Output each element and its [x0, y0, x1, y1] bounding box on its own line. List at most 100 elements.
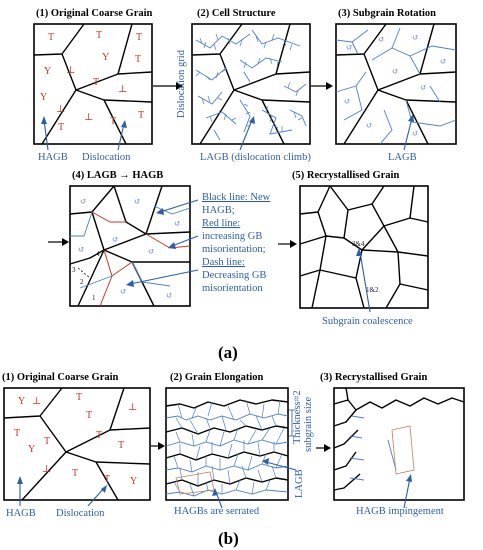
a5-panel: 3&4 1&2 [299, 185, 429, 313]
a4-note-2: HAGB; [202, 205, 235, 216]
svg-text:T: T [48, 32, 54, 43]
svg-text:T: T [96, 30, 102, 41]
a4-panel: ↺ ↺ ↺ ↺ ↺ ↺ ↺ ↺ 4 3 2 1 [69, 185, 199, 307]
svg-text:T: T [138, 110, 144, 121]
svg-text:↺: ↺ [78, 245, 85, 254]
b3-title: (3) Recrystallised Grain [320, 372, 427, 383]
svg-text:T: T [136, 32, 142, 43]
a5-caption: Subgrain coalescence [322, 316, 413, 327]
svg-text:Y: Y [40, 92, 47, 103]
a4-mark-3: 3 [72, 266, 76, 274]
a2-panel [191, 23, 311, 151]
b2-side-label-3: LAGB [294, 469, 305, 498]
svg-text:↺: ↺ [166, 291, 173, 300]
svg-text:↺: ↺ [440, 57, 447, 66]
svg-text:Y: Y [28, 444, 35, 455]
a2-title: (2) Cell Structure [197, 8, 276, 19]
svg-text:↺: ↺ [120, 287, 127, 296]
svg-text:↺: ↺ [366, 121, 373, 130]
svg-text:⊥: ⊥ [32, 396, 41, 407]
b1-title: (1) Original Coarse Grain [2, 372, 119, 383]
a4-note-4: increasing GB [202, 231, 262, 242]
b2-panel [165, 387, 297, 509]
a4-mark-2: 2 [80, 278, 84, 286]
b2-caption: HAGBs are serrated [174, 506, 260, 517]
svg-text:Y: Y [44, 66, 51, 77]
a1-title: (1) Original Coarse Grain [36, 8, 153, 19]
b1-caption-dislocation: Dislocation [56, 508, 105, 519]
a3-title: (3) Subgrain Rotation [338, 8, 436, 19]
svg-text:↺: ↺ [344, 97, 351, 106]
svg-text:↺: ↺ [412, 129, 419, 138]
a4-rotation-marks: ↺ ↺ ↺ ↺ ↺ ↺ ↺ ↺ [78, 197, 181, 300]
a1-caption-hagb: HAGB [38, 152, 68, 163]
svg-text:T: T [76, 392, 82, 403]
svg-text:↺: ↺ [148, 247, 155, 256]
a4-note-1: Black line: New [202, 192, 271, 203]
svg-text:T: T [96, 430, 102, 441]
a3-caption: LAGB [388, 152, 417, 163]
a4-note-7: Decreasing GB [202, 270, 266, 281]
a3-lagb-network [335, 27, 457, 145]
part-b-label: (b) [218, 529, 239, 548]
b2-side-label-2: subgrain size [303, 397, 314, 452]
a4-note-3: Red line: [202, 218, 240, 229]
b2-lagb-cells [165, 399, 289, 497]
b1-caption-hagb: HAGB [6, 508, 36, 519]
a5-mark-12: 1&2 [366, 286, 379, 294]
a5-mark-34: 3&4 [352, 240, 365, 248]
b3-hagb-network [333, 387, 465, 491]
svg-text:T: T [135, 54, 141, 65]
b1-dislocations: Y ⊥ T T ⊥ T T Y T ⊥ T T T Y [14, 392, 137, 487]
svg-text:↺: ↺ [378, 35, 385, 44]
svg-text:⊥: ⊥ [56, 104, 65, 115]
a2-grid-ticks [195, 33, 303, 132]
a1-dislocations: T ⊥ T Y T T Y Y ⊥ T ⊥ T ⊥ T T [40, 30, 144, 133]
svg-text:↺: ↺ [112, 235, 119, 244]
a1-panel: T ⊥ T Y T T Y Y ⊥ T ⊥ T ⊥ T T [33, 23, 153, 151]
svg-text:T: T [118, 440, 124, 451]
svg-text:T: T [93, 77, 99, 88]
b3-panel [333, 387, 465, 509]
svg-text:T: T [72, 468, 78, 479]
a3-panel: ↺ ↺ ↺ ↺ ↺ ↺ ↺ ↺ ↺ [335, 23, 457, 151]
a4-title: (4) LAGB → HAGB [72, 170, 163, 181]
b1-panel: Y ⊥ T T ⊥ T T Y T ⊥ T T T Y [3, 387, 151, 507]
svg-text:T: T [58, 122, 64, 133]
b3-caption: HAGB impingement [356, 506, 444, 517]
a2-dislocation-grid [195, 29, 307, 141]
svg-text:⊥: ⊥ [66, 65, 75, 76]
svg-text:Y: Y [130, 476, 137, 487]
a2-side-label: Dislocation grid [176, 49, 187, 118]
part-a-label: (a) [218, 343, 238, 362]
b2-side-label-1: Thickness≈2 [292, 390, 303, 444]
svg-text:↺: ↺ [392, 67, 399, 76]
svg-text:T: T [110, 116, 116, 127]
a4-note-8: misorientation [202, 283, 263, 294]
svg-text:T: T [104, 474, 110, 485]
svg-text:Y: Y [18, 396, 25, 407]
a4-note-6: Dash line: [202, 257, 245, 268]
svg-text:↺: ↺ [80, 197, 87, 206]
svg-text:T: T [14, 428, 20, 439]
a1-caption-dislocation: Dislocation [82, 152, 131, 163]
svg-text:↺: ↺ [134, 197, 141, 206]
svg-text:Y: Y [102, 52, 109, 63]
svg-text:T: T [86, 410, 92, 421]
svg-text:⊥: ⊥ [42, 464, 51, 475]
a4-note-5: misorientation; [202, 244, 266, 255]
a5-title: (5) Recrystallised Grain [292, 170, 399, 181]
a2-caption: LAGB (dislocation climb) [200, 152, 311, 163]
svg-text:↺: ↺ [174, 219, 181, 228]
a4-mark-1: 1 [92, 294, 96, 302]
b2-title: (2) Grain Elongation [170, 372, 264, 383]
svg-text:⊥: ⊥ [84, 112, 93, 123]
svg-text:↺: ↺ [420, 83, 427, 92]
svg-text:⊥: ⊥ [128, 402, 137, 413]
svg-text:⊥: ⊥ [118, 84, 127, 95]
svg-text:↺: ↺ [412, 33, 419, 42]
svg-text:↺: ↺ [346, 43, 353, 52]
svg-text:T: T [44, 436, 50, 447]
a4-mark-4: 4 [96, 250, 100, 258]
